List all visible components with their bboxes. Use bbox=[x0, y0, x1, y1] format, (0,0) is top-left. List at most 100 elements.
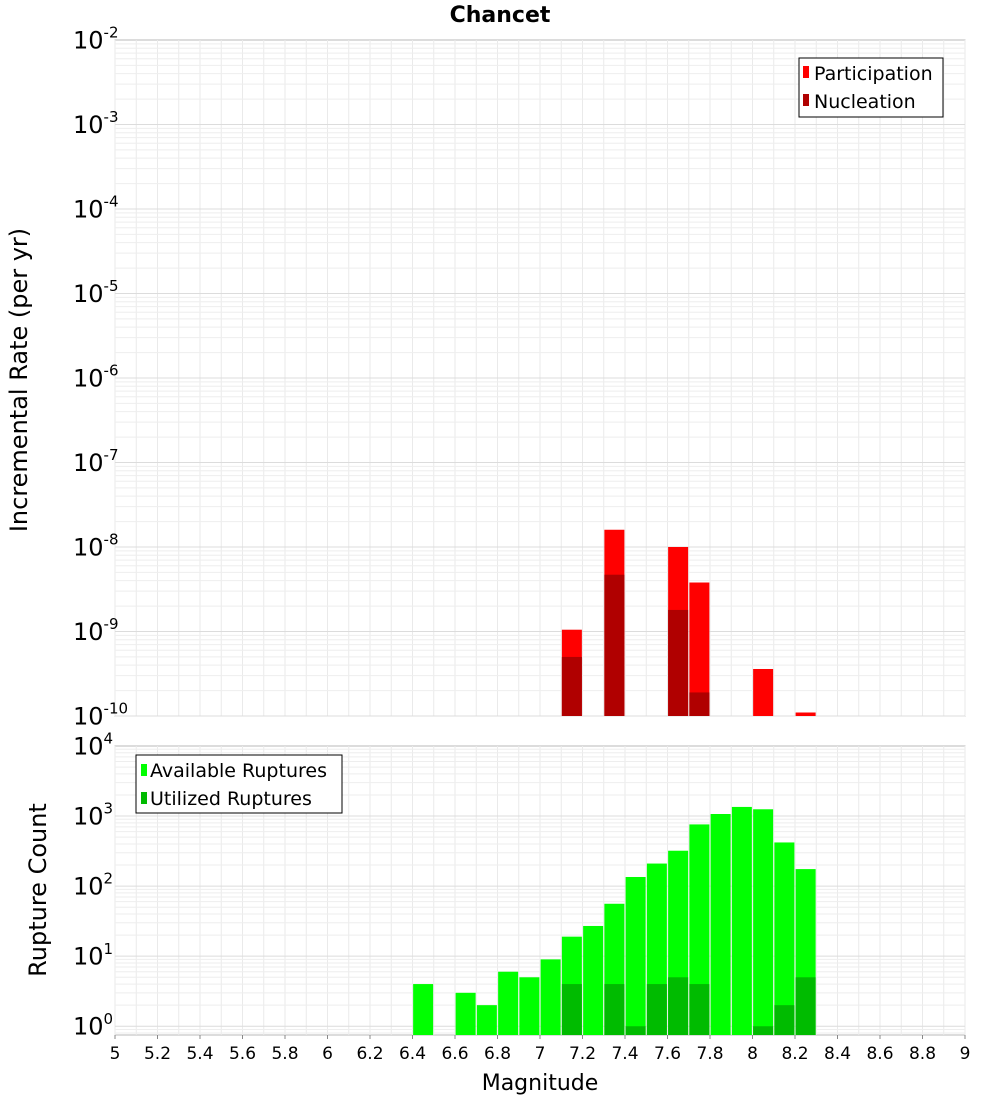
chart-title: Chancet bbox=[450, 3, 551, 28]
bar-utilized-ruptures bbox=[753, 1026, 774, 1035]
bar-nucleation bbox=[604, 574, 625, 716]
y-tick-label: 10-5 bbox=[73, 277, 119, 308]
y-tick-base: 10 bbox=[73, 111, 104, 139]
x-tick-label: 5.4 bbox=[186, 1044, 213, 1064]
y-tick-label: 101 bbox=[73, 940, 113, 971]
y-tick-exponent: -3 bbox=[104, 108, 119, 126]
bar-utilized-ruptures bbox=[625, 1026, 646, 1035]
x-tick-label: 6.6 bbox=[441, 1044, 468, 1064]
y-tick-exponent: -7 bbox=[104, 446, 119, 464]
legend-label-available: Available Ruptures bbox=[150, 760, 327, 782]
bar-utilized-ruptures bbox=[668, 977, 689, 1035]
y-tick-exponent: 1 bbox=[104, 940, 114, 958]
y-tick-exponent: -5 bbox=[104, 277, 119, 295]
rupture-grid bbox=[114, 746, 966, 1035]
x-tick-label: 8 bbox=[747, 1044, 758, 1064]
y-tick-label: 10-4 bbox=[73, 193, 119, 224]
y-tick-base: 10 bbox=[73, 943, 104, 971]
y-tick-exponent: 2 bbox=[104, 870, 114, 888]
bar-available-ruptures bbox=[731, 806, 752, 1035]
legend-swatch-available bbox=[141, 764, 147, 776]
x-tick-label: 6.4 bbox=[399, 1044, 426, 1064]
bar-utilized-ruptures bbox=[646, 984, 667, 1035]
y-tick-label: 100 bbox=[73, 1010, 113, 1041]
y-tick-base: 10 bbox=[73, 26, 104, 54]
y-tick-exponent: -8 bbox=[104, 531, 119, 549]
bar-available-ruptures bbox=[753, 809, 774, 1035]
y-tick-label: 10-3 bbox=[73, 108, 119, 139]
bar-available-ruptures bbox=[583, 925, 604, 1035]
legend-label-utilized: Utilized Ruptures bbox=[150, 788, 312, 810]
bar-available-ruptures bbox=[519, 977, 540, 1035]
y-tick-exponent: -2 bbox=[104, 24, 119, 42]
x-tick-label: 7.8 bbox=[696, 1044, 723, 1064]
y-tick-base: 10 bbox=[73, 449, 104, 477]
x-tick-label: 5 bbox=[110, 1044, 121, 1064]
legend-swatch-utilized bbox=[141, 792, 147, 804]
bar-available-ruptures bbox=[774, 842, 795, 1035]
x-axis-label: Magnitude bbox=[482, 1071, 599, 1096]
y-tick-exponent: 4 bbox=[104, 730, 114, 748]
bar-utilized-ruptures bbox=[561, 984, 582, 1035]
bar-utilized-ruptures bbox=[604, 984, 625, 1035]
bar-participation bbox=[689, 582, 710, 716]
bar-available-ruptures bbox=[413, 984, 434, 1035]
bar-nucleation bbox=[561, 656, 582, 716]
y-tick-label: 10-7 bbox=[73, 446, 119, 477]
rate-y-axis-label: Incremental Rate (per yr) bbox=[5, 228, 33, 532]
x-tick-label: 8.8 bbox=[909, 1044, 936, 1064]
bar-available-ruptures bbox=[710, 814, 731, 1035]
rate-grid bbox=[114, 40, 966, 717]
legend-swatch-nucleation bbox=[803, 94, 809, 106]
y-tick-exponent: -10 bbox=[104, 700, 129, 718]
y-tick-base: 10 bbox=[73, 364, 104, 392]
bar-nucleation bbox=[689, 692, 710, 716]
y-tick-label: 10-10 bbox=[73, 700, 128, 731]
y-tick-base: 10 bbox=[73, 873, 104, 901]
y-tick-exponent: 3 bbox=[104, 800, 114, 818]
rupture-bars bbox=[413, 806, 816, 1035]
y-tick-exponent: -6 bbox=[104, 362, 119, 380]
y-tick-label: 10-9 bbox=[73, 615, 119, 646]
x-tick-label: 8.2 bbox=[781, 1044, 808, 1064]
x-tick-label: 7.4 bbox=[611, 1044, 638, 1064]
x-tick-label: 9 bbox=[960, 1044, 971, 1064]
rate-bars bbox=[561, 529, 816, 716]
y-tick-exponent: 0 bbox=[104, 1010, 114, 1028]
bar-participation bbox=[795, 712, 816, 716]
y-tick-base: 10 bbox=[73, 732, 104, 760]
x-tick-label: 7.6 bbox=[654, 1044, 681, 1064]
bar-available-ruptures bbox=[689, 824, 710, 1035]
y-tick-label: 103 bbox=[73, 800, 113, 831]
bar-available-ruptures bbox=[455, 992, 476, 1035]
bar-utilized-ruptures bbox=[795, 977, 816, 1035]
x-tick-label: 6.2 bbox=[356, 1044, 383, 1064]
x-tick-label: 7.2 bbox=[569, 1044, 596, 1064]
y-tick-label: 102 bbox=[73, 870, 113, 901]
y-tick-label: 104 bbox=[73, 730, 113, 761]
bar-available-ruptures bbox=[540, 959, 561, 1035]
rupture-legend-box bbox=[135, 754, 343, 814]
magnitude-x-ticks: 5 5.2 5.4 5.6 5.8 6 6.2 6.4 6.6 6.8 7 7.2 7.4 7.6 7.8 8… bbox=[110, 1035, 971, 1064]
rupture-y-axis-label: Rupture Count bbox=[24, 803, 52, 977]
legend-label-nucleation: Nucleation bbox=[814, 91, 916, 113]
y-tick-base: 10 bbox=[73, 702, 104, 730]
y-tick-label: 10-6 bbox=[73, 362, 119, 393]
bar-available-ruptures bbox=[498, 971, 519, 1035]
y-tick-exponent: -4 bbox=[104, 193, 119, 211]
y-tick-base: 10 bbox=[73, 618, 104, 646]
rupture-legend: Available Ruptures Utilized Ruptures bbox=[135, 754, 343, 814]
bar-nucleation bbox=[668, 609, 689, 716]
y-tick-base: 10 bbox=[73, 802, 104, 830]
y-tick-base: 10 bbox=[73, 1013, 104, 1041]
x-tick-label: 5.8 bbox=[271, 1044, 298, 1064]
bar-available-ruptures bbox=[476, 1005, 497, 1035]
y-tick-exponent: -9 bbox=[104, 615, 119, 633]
x-tick-label: 7 bbox=[535, 1044, 546, 1064]
x-tick-label: 8.6 bbox=[866, 1044, 893, 1064]
bar-utilized-ruptures bbox=[689, 984, 710, 1035]
